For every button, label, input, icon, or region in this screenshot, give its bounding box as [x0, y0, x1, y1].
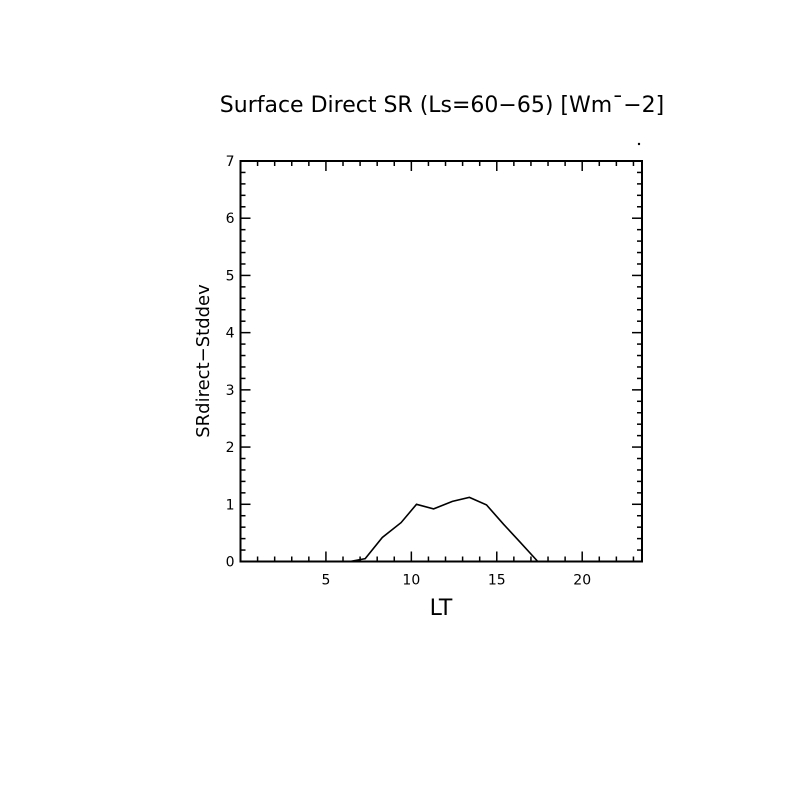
x-axis-label: LT: [430, 596, 453, 621]
x-tick-label: 5: [321, 573, 330, 589]
y-tick-label: 5: [226, 268, 235, 284]
x-tick-label: 15: [488, 573, 506, 589]
y-tick-label: 2: [226, 440, 235, 456]
y-tick-label: 6: [226, 211, 235, 227]
chart-title: Surface Direct SR (Ls=60−65) [Wm¯−2]: [220, 93, 664, 118]
y-axis-label: SRdirect−Stddev: [193, 284, 214, 438]
corner-dot: [637, 142, 641, 146]
plot-frame: [239, 160, 643, 563]
y-tick-label: 7: [226, 154, 235, 170]
y-tick-label: 1: [226, 497, 235, 513]
x-tick-label: 20: [573, 573, 591, 589]
series-line: [349, 496, 539, 563]
y-tick-label: 4: [226, 326, 235, 342]
y-tick-label: 0: [226, 555, 235, 571]
tick-labels: 5 10 15 20 0 1 2 3 4 5 6 7: [226, 154, 592, 589]
axes: [239, 160, 643, 563]
y-tick-label: 3: [226, 383, 235, 399]
series: [349, 496, 539, 563]
x-tick-label: 10: [402, 573, 420, 589]
